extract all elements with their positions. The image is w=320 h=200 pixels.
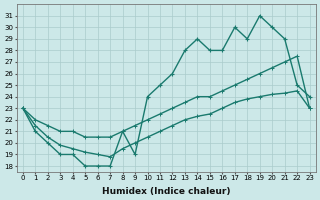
X-axis label: Humidex (Indice chaleur): Humidex (Indice chaleur) (102, 187, 230, 196)
